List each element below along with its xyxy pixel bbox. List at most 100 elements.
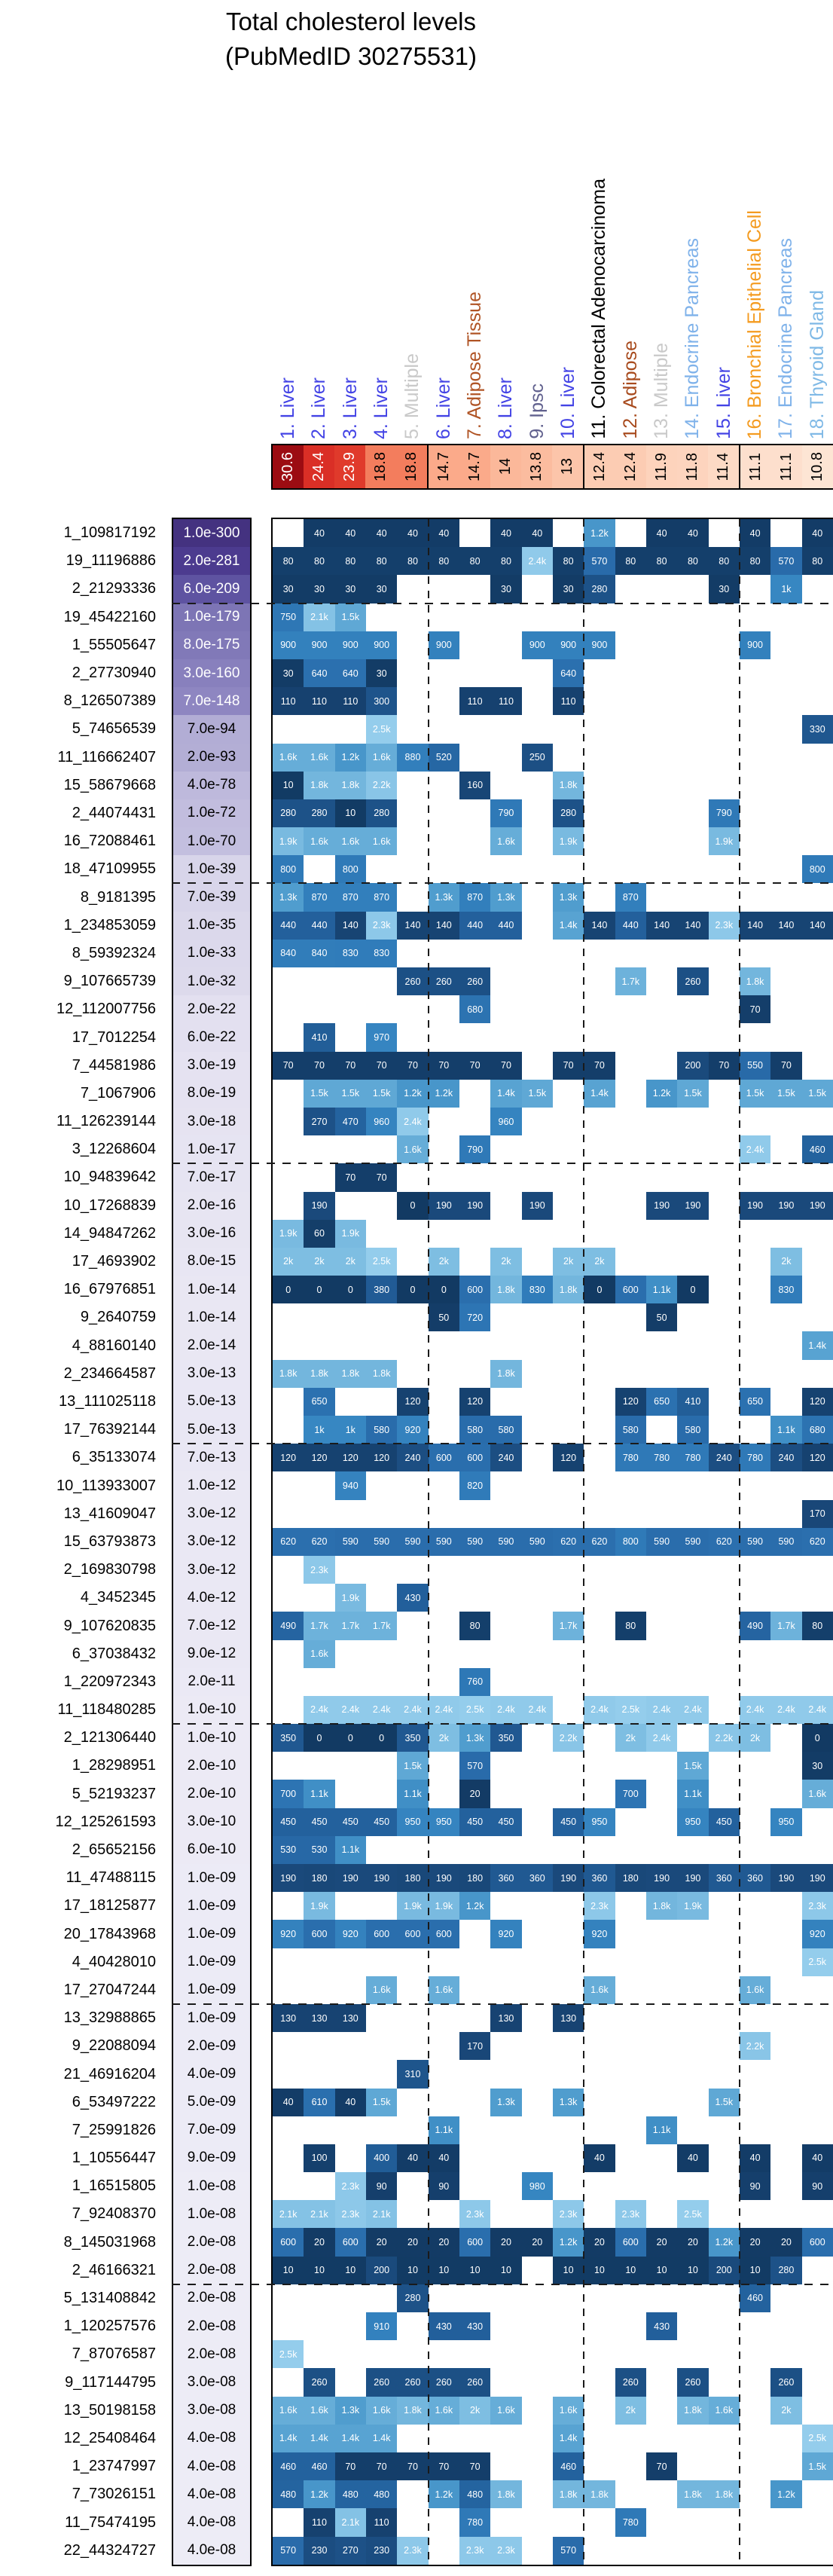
heatmap-cell xyxy=(553,1640,584,1668)
heatmap-cell xyxy=(646,1948,677,1976)
heatmap-cell xyxy=(553,855,584,883)
heatmap-cell: 2.4k xyxy=(365,1695,398,1725)
heatmap-cell xyxy=(366,1836,397,1864)
heatmap-cell xyxy=(522,1416,553,1444)
heatmap-cell: 70 xyxy=(334,1163,366,1192)
heatmap-cell: 40 xyxy=(801,519,833,548)
heatmap-cell: 600 xyxy=(334,2228,366,2257)
heatmap-cell: 450 xyxy=(490,1807,522,1836)
heatmap-cell xyxy=(397,1303,428,1331)
heatmap-cell: 870 xyxy=(615,883,646,912)
heatmap-cell xyxy=(490,2368,521,2396)
heatmap-cell: 140 xyxy=(677,911,709,940)
heatmap-cell xyxy=(802,1052,833,1080)
heatmap-cell xyxy=(553,1388,584,1416)
heatmap-cell xyxy=(709,1248,740,1276)
heatmap-cell: 900 xyxy=(334,631,366,659)
heatmap-cell xyxy=(273,1192,304,1220)
heatmap-cell: 2.3k xyxy=(801,1892,833,1921)
heatmap-cell: 440 xyxy=(304,911,335,940)
column-header-label: 11. Colorectal Adenocarcinoma xyxy=(588,179,610,439)
heatmap-cell xyxy=(429,1471,459,1499)
heatmap-cell: 1.9k xyxy=(552,827,584,856)
heatmap-cell: 30 xyxy=(552,575,584,604)
heatmap-cell xyxy=(429,1388,459,1416)
score-cell: 14.7 xyxy=(459,445,490,488)
column-header-16: 16. Bronchial Epithelial Cell xyxy=(740,75,770,439)
pvalue-cell: 4.0e-09 xyxy=(173,2060,250,2089)
heatmap-cell: 2.4k xyxy=(428,1695,459,1725)
row-label: 17_27047244 xyxy=(63,1981,156,1998)
heatmap-cell: 110 xyxy=(459,687,491,716)
heatmap-cell: 980 xyxy=(521,2172,553,2201)
heatmap-cell xyxy=(646,687,677,715)
heatmap-cell: 830 xyxy=(770,1276,802,1304)
heatmap-cell xyxy=(366,995,397,1023)
heatmap-cell xyxy=(490,2060,521,2088)
heatmap-cell xyxy=(553,715,584,743)
heatmap-cell xyxy=(740,1303,770,1331)
heatmap-cell xyxy=(522,659,553,687)
heatmap-cell xyxy=(490,855,521,883)
heatmap-cell xyxy=(770,1023,801,1051)
heatmap-cell xyxy=(459,855,490,883)
heatmap-cell: 2.2k xyxy=(739,2032,771,2061)
heatmap-cell xyxy=(770,1471,801,1499)
heatmap-row: 920 600 920 600 600 600 920 920 920 xyxy=(273,1920,833,1948)
heatmap-row: 110 110 110 300 110 110 110 xyxy=(273,687,833,716)
heatmap-cell xyxy=(429,1836,459,1864)
heatmap-cell: 240 xyxy=(708,1444,740,1472)
heatmap-cell: 260 xyxy=(459,967,491,996)
heatmap-cell: 430 xyxy=(428,2312,459,2341)
heatmap-cell xyxy=(273,1976,304,2004)
heatmap-cell: 1.7k xyxy=(304,1612,335,1640)
heatmap-cell xyxy=(273,2144,304,2172)
heatmap-cell: 2.4k xyxy=(304,1695,335,1725)
heatmap-cell: 1.9k xyxy=(708,827,740,856)
row-label: 17_76392144 xyxy=(63,1421,156,1438)
heatmap-cell: 280 xyxy=(552,799,584,828)
heatmap-cell: 2.3k xyxy=(334,2172,366,2201)
heatmap-cell: 590 xyxy=(334,1527,366,1556)
score-cell: 12.4 xyxy=(583,445,615,488)
heatmap-row: 40 610 40 1.5k 1.3k 1.3k 1.5k xyxy=(273,2088,833,2116)
heatmap-cell xyxy=(802,1248,833,1276)
heatmap-cell xyxy=(553,744,584,772)
heatmap-cell xyxy=(802,995,833,1023)
heatmap-cell xyxy=(397,1836,428,1864)
heatmap-cell: 1.6k xyxy=(397,1135,429,1164)
heatmap-cell xyxy=(522,827,553,855)
heatmap-cell: 1.6k xyxy=(428,1976,459,2004)
heatmap-cell xyxy=(709,2508,740,2536)
heatmap-cell xyxy=(397,604,428,631)
heatmap-cell xyxy=(802,1584,833,1612)
heatmap-cell xyxy=(429,1108,459,1135)
heatmap-cell: 490 xyxy=(739,1612,771,1640)
heatmap-cell xyxy=(522,1220,553,1248)
heatmap-cell xyxy=(615,604,646,631)
heatmap-cell xyxy=(522,1135,553,1163)
column-header-label: 9. Ipsc xyxy=(526,383,548,439)
heatmap-cell xyxy=(709,1303,740,1331)
heatmap-cell: 330 xyxy=(801,715,833,744)
heatmap-cell xyxy=(709,967,740,995)
heatmap-cell: 2.5k xyxy=(459,1695,491,1725)
heatmap-cell xyxy=(646,2144,677,2172)
pvalue-cell: 3.0e-18 xyxy=(173,1107,250,1136)
column-header-11: 11. Colorectal Adenocarcinoma xyxy=(584,75,615,439)
row-label: 2_21293336 xyxy=(72,580,156,597)
heatmap-cell xyxy=(522,1668,553,1696)
heatmap-cell: 1.9k xyxy=(304,1892,335,1921)
row-label: 1_120257576 xyxy=(63,2318,156,2335)
heatmap-cell: 1.6k xyxy=(365,827,398,856)
heatmap-cell xyxy=(304,2116,334,2144)
heatmap-cell: 950 xyxy=(397,1807,429,1836)
column-header-3: 3. Liver xyxy=(335,75,366,439)
heatmap-cell: 430 xyxy=(397,1584,429,1612)
heatmap-cell xyxy=(584,1584,615,1612)
score-cell: 30.6 xyxy=(273,445,304,488)
heatmap-cell xyxy=(709,2032,740,2060)
heatmap-cell: 900 xyxy=(273,631,304,659)
heatmap-cell: 920 xyxy=(801,1920,833,1948)
heatmap-cell: 480 xyxy=(365,2480,398,2509)
